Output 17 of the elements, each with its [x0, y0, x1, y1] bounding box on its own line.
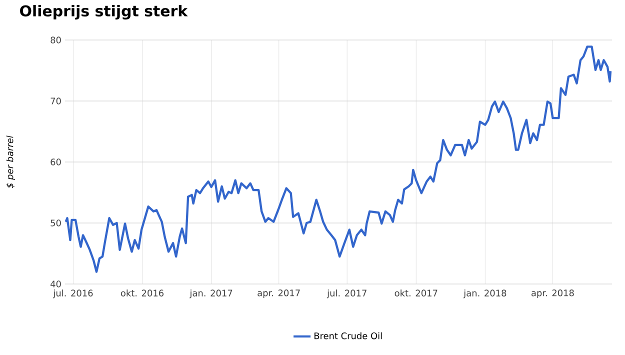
y-tick-label: 60 [50, 158, 61, 166]
y-tick-label: 50 [50, 220, 61, 226]
y-tick-label: 40 [50, 280, 61, 288]
legend-label: Brent Crude Oil [314, 332, 382, 340]
x-tick-label: jul. 2016 [53, 290, 93, 298]
x-tick-label: apr. 2017 [258, 290, 300, 298]
x-tick-label: jul. 2017 [326, 290, 366, 298]
line-series [65, 46, 612, 273]
x-tick-label: jan. 2018 [463, 290, 506, 298]
x-tick-label: jan. 2017 [190, 290, 232, 298]
chart-title: Olieprijs stijgt sterk [20, 4, 188, 20]
y-tick-label: 80 [50, 36, 61, 44]
x-tick-label: okt. 2017 [394, 290, 438, 296]
y-tick-label: 70 [50, 98, 61, 104]
x-tick-label: apr. 2018 [532, 290, 574, 298]
y-axis-title: $ per barrel [6, 136, 15, 188]
x-tick-label: okt. 2016 [120, 290, 164, 296]
